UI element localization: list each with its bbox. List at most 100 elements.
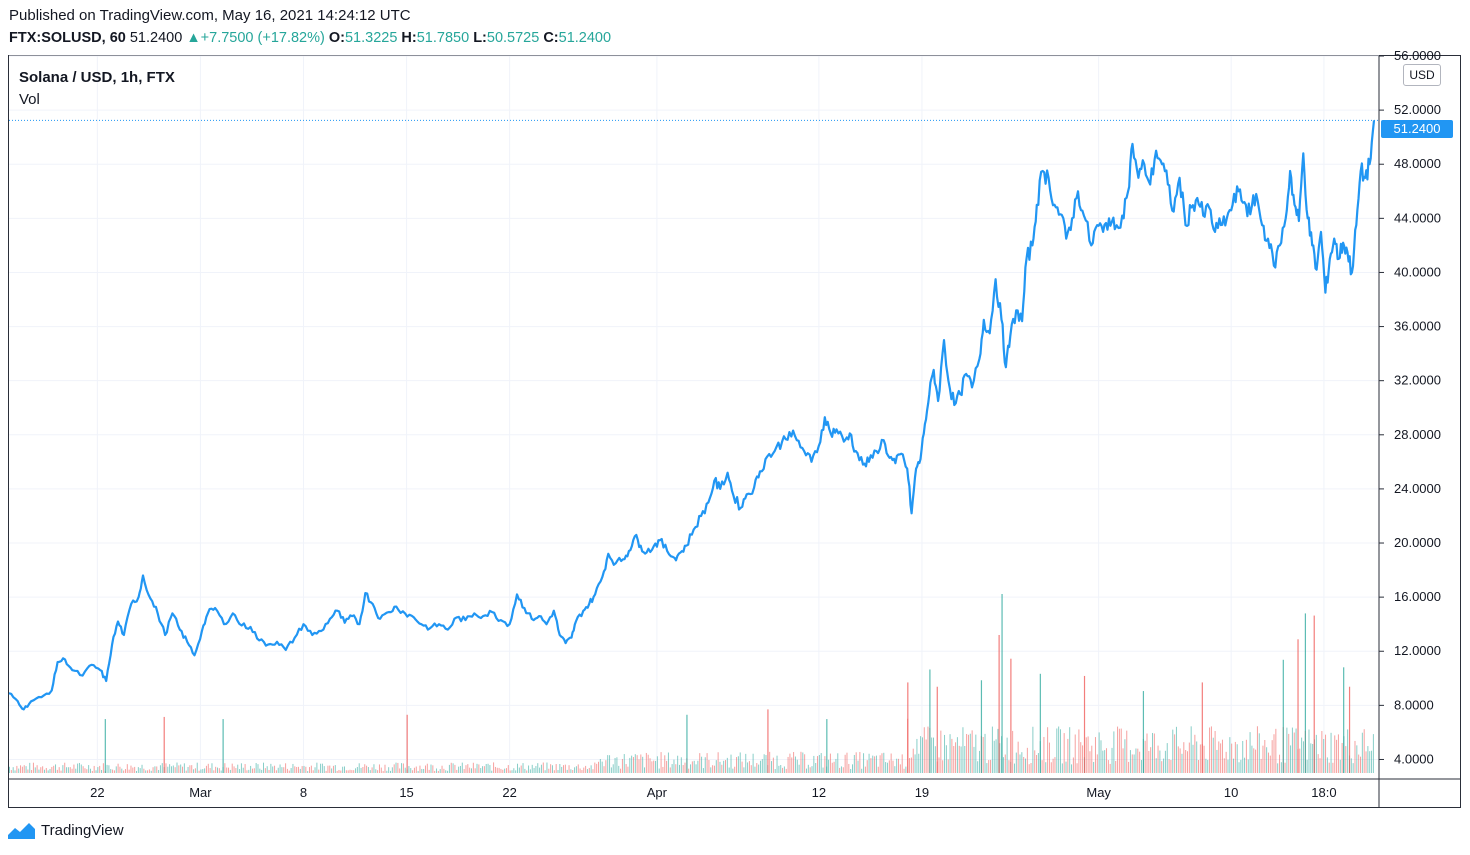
volume-bar (863, 753, 865, 773)
volume-bar (18, 768, 20, 773)
volume-bar (809, 767, 811, 773)
open-label: O: (328, 30, 345, 46)
symbol-label: FTX:SOLUSD, 60 (9, 30, 126, 46)
volume-bar (631, 755, 633, 773)
y-tick-label: 28.0000 (1394, 427, 1441, 442)
volume-bar (526, 770, 528, 773)
volume-spike (222, 719, 224, 773)
volume-bar (108, 765, 110, 773)
volume-bar (942, 760, 944, 773)
volume-bar (555, 764, 557, 773)
volume-bar (1026, 747, 1028, 773)
volume-bar (1096, 754, 1098, 773)
volume-bar (1159, 750, 1161, 773)
volume-bar (1218, 741, 1220, 773)
volume-bar (829, 753, 831, 773)
volume-bar (1161, 761, 1163, 773)
volume-bar (12, 767, 14, 773)
volume-bar (239, 769, 241, 773)
volume-bar (215, 766, 217, 773)
volume-bar (603, 766, 605, 773)
volume-bar (1253, 748, 1255, 773)
volume-bar (607, 755, 609, 773)
volume-bar (281, 767, 283, 773)
volume-bar (874, 756, 876, 773)
volume-bar (564, 764, 566, 773)
volume-bar (1017, 741, 1019, 773)
volume-bar (297, 766, 299, 773)
volume-bar (213, 770, 215, 773)
volume-bar (415, 766, 417, 773)
volume-bar (467, 764, 469, 773)
volume-bar (1365, 751, 1367, 773)
volume-bar (1212, 737, 1214, 773)
volume-bar (250, 765, 252, 773)
volume-bar (575, 766, 577, 773)
volume-bar (169, 764, 171, 773)
volume-bar (119, 766, 121, 773)
volume-bar (855, 752, 857, 773)
volume-bar (493, 762, 495, 773)
volume-bar (772, 757, 774, 773)
volume-bar (1074, 734, 1076, 773)
volume-bar (384, 764, 386, 773)
price-line (8, 120, 1376, 711)
volume-bar (723, 760, 725, 773)
volume-bar (1360, 756, 1362, 773)
volume-bar (95, 770, 97, 773)
volume-bar (1266, 747, 1268, 773)
volume-bar (1332, 762, 1334, 773)
volume-bar (235, 768, 237, 773)
volume-bar (128, 769, 130, 773)
volume-bar (147, 770, 149, 773)
volume-bar (150, 770, 152, 773)
volume-bar (885, 762, 887, 773)
volume-bar (1004, 754, 1006, 773)
volume-bar (837, 753, 839, 773)
volume-bar (231, 763, 233, 773)
volume-bar (769, 751, 771, 773)
volume-bar (1249, 732, 1251, 773)
volume-bar (88, 765, 90, 773)
volume-spike (936, 686, 938, 773)
volume-bar (956, 737, 958, 773)
volume-bar (299, 768, 301, 773)
volume-bar (1052, 758, 1054, 773)
footer-brand[interactable]: TradingView (8, 821, 124, 839)
volume-bar (638, 759, 640, 773)
published-line: Published on TradingView.com, May 16, 20… (9, 7, 411, 24)
volume-bar (794, 756, 796, 773)
volume-bar (143, 768, 145, 773)
volume-bar (216, 767, 218, 773)
volume-bar (1269, 755, 1271, 773)
volume-bar (432, 765, 434, 773)
volume-bar (1299, 748, 1301, 773)
volume-bar (301, 766, 303, 773)
volume-bar (1146, 733, 1148, 773)
x-tick-label: 10 (1224, 785, 1238, 800)
volume-bar (156, 766, 158, 773)
volume-bar (27, 769, 29, 773)
chart-frame[interactable] (8, 55, 1461, 808)
volume-bar (1369, 751, 1371, 773)
volume-bar (601, 761, 603, 773)
volume-bar (1350, 758, 1352, 773)
volume-bar (1242, 740, 1244, 773)
volume-bar (1047, 727, 1049, 773)
volume-bar (596, 763, 598, 773)
volume-bar (524, 768, 526, 773)
volume-bar (537, 763, 539, 773)
volume-bar (452, 763, 454, 773)
volume-bar (737, 756, 739, 773)
volume-bar (1221, 739, 1223, 773)
volume-bar (1363, 729, 1365, 773)
volume-bar (459, 765, 461, 773)
volume-bar (1137, 748, 1139, 773)
volume-bar (355, 768, 357, 773)
volume-bar (852, 764, 854, 773)
volume-bar (782, 767, 784, 773)
volume-bar (1030, 763, 1032, 773)
volume-bar (995, 739, 997, 773)
price-unit-button[interactable]: USD (1403, 64, 1441, 86)
